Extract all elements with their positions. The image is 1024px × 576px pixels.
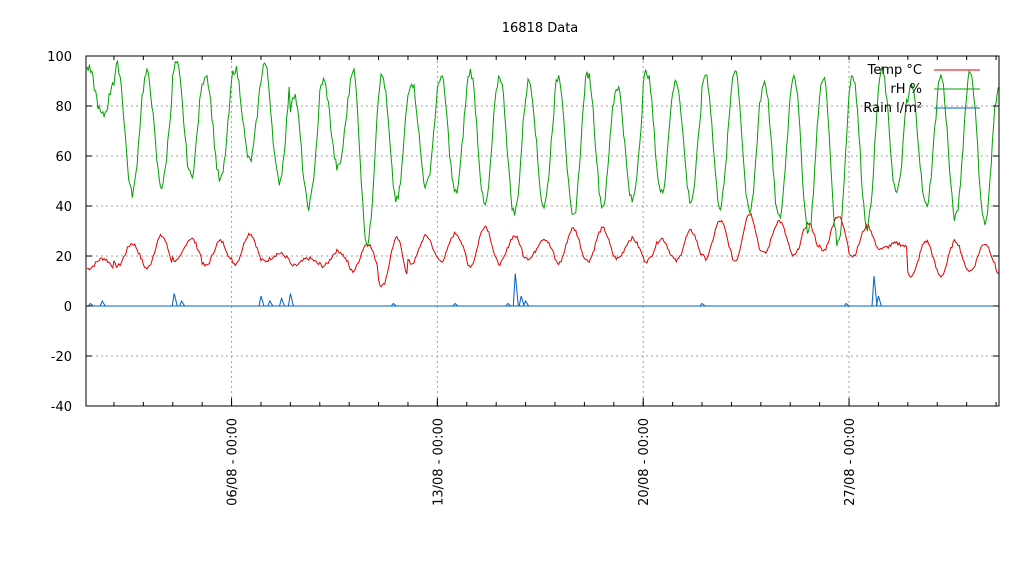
- y-tick-label: 0: [64, 300, 72, 315]
- rain-spike: [512, 273, 519, 307]
- y-tick-label: -20: [51, 350, 72, 365]
- legend-label-rh: rH %: [890, 82, 922, 97]
- rain-spike: [279, 296, 285, 307]
- rain-spike: [523, 299, 530, 307]
- series-line-temp: [86, 212, 999, 288]
- y-tick-label: -40: [51, 400, 72, 415]
- rain-spike: [505, 302, 512, 307]
- y-tick-label: 100: [47, 50, 72, 65]
- rain-spike: [171, 293, 178, 307]
- chart-title: 16818 Data: [502, 21, 579, 36]
- rain-spike: [179, 299, 186, 307]
- rain-spike: [99, 299, 106, 307]
- y-tick-label: 60: [55, 150, 72, 165]
- legend-label-rain: Rain l/m²: [863, 101, 922, 116]
- rain-spike: [518, 295, 525, 307]
- rain-spike: [258, 295, 265, 307]
- x-tick-label: 13/08 - 00:00: [431, 418, 446, 506]
- rain-spike: [287, 293, 294, 307]
- legend: Temp °C rH % Rain l/m²: [863, 63, 980, 116]
- rain-spike: [452, 302, 459, 307]
- x-axis: 06/08 - 00:00 13/08 - 00:00 20/08 - 00:00 2…: [113, 56, 997, 506]
- x-tick-label: 27/08 - 00:00: [843, 418, 858, 506]
- rain-spike: [699, 302, 706, 307]
- series-line-rh: [86, 59, 999, 248]
- y-tick-label: 20: [55, 250, 72, 265]
- rain-spike: [88, 302, 94, 307]
- rain-spike: [843, 302, 850, 307]
- plot-frame: [85, 55, 1000, 407]
- y-tick-label: 40: [55, 200, 72, 215]
- legend-label-temp: Temp °C: [867, 63, 922, 78]
- y-tick-label: 80: [55, 100, 72, 115]
- y-axis: -40 -20 0 20 40 60 80 100: [47, 50, 999, 415]
- rain-spike: [871, 275, 878, 307]
- rain-spike: [267, 299, 274, 307]
- grid: [86, 56, 999, 406]
- rain-spike: [390, 302, 397, 307]
- series-group: [86, 59, 999, 307]
- x-tick-label: 06/08 - 00:00: [226, 418, 241, 506]
- x-tick-label: 20/08 - 00:00: [637, 418, 652, 506]
- rain-spike: [875, 295, 882, 307]
